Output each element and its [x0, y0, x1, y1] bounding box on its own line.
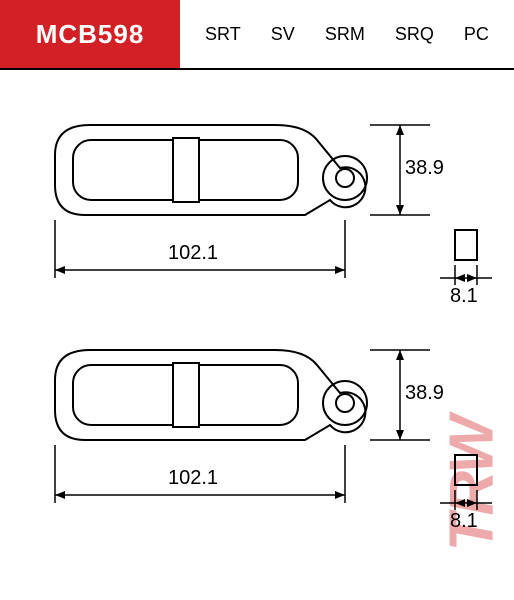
label-height-top: 38.9 [405, 157, 444, 180]
variant: SRT [205, 24, 241, 45]
variant-list: SRT SV SRM SRQ PC [180, 0, 514, 68]
brake-pad-top [55, 125, 367, 215]
variant: SV [271, 24, 295, 45]
dim-thickness-top [440, 230, 492, 285]
part-number: MCB598 [36, 19, 145, 50]
variant: PC [464, 24, 489, 45]
variant: SRQ [395, 24, 434, 45]
label-thickness-bottom: 8.1 [450, 510, 478, 533]
part-number-box: MCB598 [0, 0, 180, 68]
variant: SRM [325, 24, 365, 45]
header-bar: MCB598 SRT SV SRM SRQ PC [0, 0, 514, 70]
diagram-area: TRW [0, 70, 514, 600]
label-height-bottom: 38.9 [405, 382, 444, 405]
brake-pad-bottom [55, 350, 367, 440]
technical-drawing [0, 70, 514, 600]
dim-thickness-bottom [440, 455, 492, 510]
label-width-bottom: 102.1 [168, 467, 218, 490]
label-width-top: 102.1 [168, 242, 218, 265]
label-thickness-top: 8.1 [450, 285, 478, 308]
